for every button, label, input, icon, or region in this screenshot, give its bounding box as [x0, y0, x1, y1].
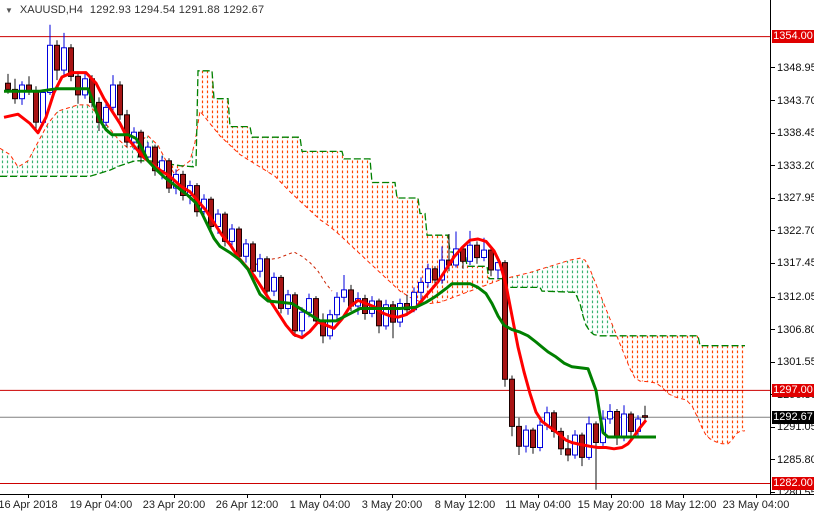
price-axis-label: 1301.55 [777, 356, 814, 369]
time-axis-tick [683, 495, 684, 498]
price-axis-tick [771, 132, 775, 134]
price-axis-tick [771, 492, 775, 494]
time-axis-tick [174, 495, 175, 498]
time-axis-label: 18 May 12:00 [649, 499, 717, 511]
price-axis-label: 1343.70 [777, 94, 814, 107]
time-axis[interactable]: 16 Apr 2018 19 Apr 04:00 23 Apr 20:00 26 Ap… [0, 494, 814, 514]
time-axis-tick [247, 495, 248, 498]
chart-canvas[interactable] [0, 0, 770, 494]
price-axis-label: 1322.70 [777, 224, 814, 237]
time-axis-label: 11 May 04:00 [505, 499, 571, 511]
time-axis-tick [756, 495, 757, 498]
level-price-badge: 1282.00 [772, 477, 814, 491]
time-axis-tick [392, 495, 393, 498]
price-axis-label: 1317.45 [777, 257, 814, 270]
time-axis-tick [611, 495, 612, 498]
price-axis[interactable]: 1348.95 1343.70 1338.45 1333.20 1327.95 1322.… [770, 0, 814, 499]
time-axis-tick [465, 495, 466, 498]
price-axis-label: 1327.95 [777, 192, 814, 205]
price-axis-tick [771, 197, 775, 199]
time-axis-label: 26 Apr 12:00 [215, 499, 279, 511]
price-axis-label: 1312.05 [777, 291, 814, 303]
time-axis-label: 19 Apr 04:00 [69, 499, 133, 511]
price-axis-label: 1285.80 [777, 453, 814, 466]
time-axis-tick [101, 495, 102, 498]
price-axis-label: 1348.95 [777, 61, 814, 74]
price-axis-label: 1333.20 [777, 159, 814, 172]
time-axis-tick [320, 495, 321, 498]
price-axis-label: 1291.05 [777, 421, 814, 434]
price-axis-tick [771, 459, 775, 461]
price-axis-label: 1306.80 [777, 323, 814, 336]
symbol-timeframe-label: XAUUSD,H4 [19, 4, 83, 16]
price-axis-tick [771, 361, 775, 363]
level-price-badge: 1297.00 [772, 383, 814, 397]
time-axis-label: 1 May 04:00 [289, 499, 351, 511]
chart-header: ▼ XAUUSD,H4 1292.93 1294.54 1291.88 1292… [5, 4, 264, 16]
price-axis-tick [771, 230, 775, 232]
time-axis-label: 3 May 20:00 [361, 499, 423, 511]
time-axis-label: 23 Apr 20:00 [142, 499, 206, 511]
price-axis-tick [771, 329, 775, 331]
time-axis-label: 23 May 04:00 [722, 499, 790, 511]
price-axis-tick [771, 100, 775, 102]
ohlc-readout: 1292.93 1294.54 1291.88 1292.67 [89, 4, 265, 16]
price-axis-tick [771, 296, 775, 298]
price-axis-tick [771, 67, 775, 69]
price-axis-label: 1338.45 [777, 127, 814, 140]
time-axis-label: 15 May 20:00 [577, 499, 645, 511]
current-price-badge: 1292.67 [772, 410, 814, 424]
level-price-badge: 1354.00 [772, 30, 814, 44]
chart-plot-area[interactable] [0, 0, 770, 494]
price-axis-tick [771, 165, 775, 167]
price-axis-tick [771, 262, 775, 264]
time-axis-tick [28, 495, 29, 498]
time-axis-label: 8 May 12:00 [434, 499, 496, 511]
price-axis-tick [771, 426, 775, 428]
time-axis-tick [538, 495, 539, 498]
time-axis-label: 16 Apr 2018 [0, 499, 58, 511]
symbol-dropdown-icon[interactable]: ▼ [5, 5, 13, 15]
